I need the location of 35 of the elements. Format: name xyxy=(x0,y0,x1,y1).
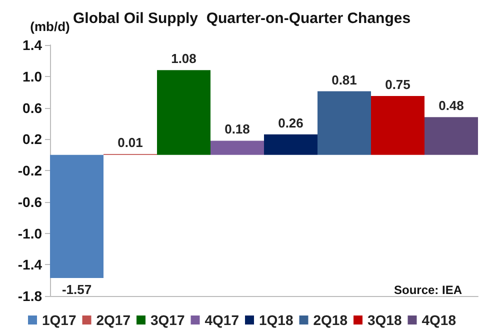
data-label: 0.26 xyxy=(278,115,304,130)
legend-label: 1Q18 xyxy=(259,312,294,328)
y-tick-label: -1.4 xyxy=(18,256,42,273)
y-tick-label: 0.2 xyxy=(22,131,42,148)
legend-label: 1Q17 xyxy=(42,312,76,328)
annotation: Source: IEA xyxy=(394,283,462,297)
bar xyxy=(424,117,478,155)
data-label: 0.48 xyxy=(438,98,464,114)
y-tick-label: -0.6 xyxy=(18,194,42,210)
data-label: 0.75 xyxy=(385,76,410,92)
bar xyxy=(157,70,210,155)
bar xyxy=(318,91,371,155)
legend-label: 2Q18 xyxy=(313,312,348,328)
legend-label: 3Q18 xyxy=(367,312,402,328)
y-tick-label: -0.2 xyxy=(18,162,42,178)
y-tick-label: -1.8 xyxy=(18,288,42,304)
data-label: 1.08 xyxy=(171,51,196,66)
legend-label: 4Q18 xyxy=(422,312,456,328)
bar xyxy=(50,154,104,278)
y-axis-title: (mb/d) xyxy=(30,19,70,34)
y-tick-label: -1.0 xyxy=(18,225,42,242)
legend-label: 4Q17 xyxy=(204,312,240,328)
y-tick-label: 1.4 xyxy=(22,37,42,53)
bar xyxy=(371,96,424,155)
y-tick-label: 1.0 xyxy=(22,68,42,84)
data-label: 0.18 xyxy=(224,122,250,137)
data-label: 0.01 xyxy=(118,135,143,150)
y-tick-label: 0.6 xyxy=(22,100,42,116)
bar xyxy=(264,134,318,155)
chart-title: Global Oil Supply Quarter-on-Quarter Changes xyxy=(73,10,411,27)
bar xyxy=(210,140,264,155)
data-label: -1.57 xyxy=(62,282,92,297)
legend-label: 3Q17 xyxy=(150,312,185,328)
data-label: 0.81 xyxy=(332,72,357,88)
legend-label: 2Q17 xyxy=(96,312,131,328)
